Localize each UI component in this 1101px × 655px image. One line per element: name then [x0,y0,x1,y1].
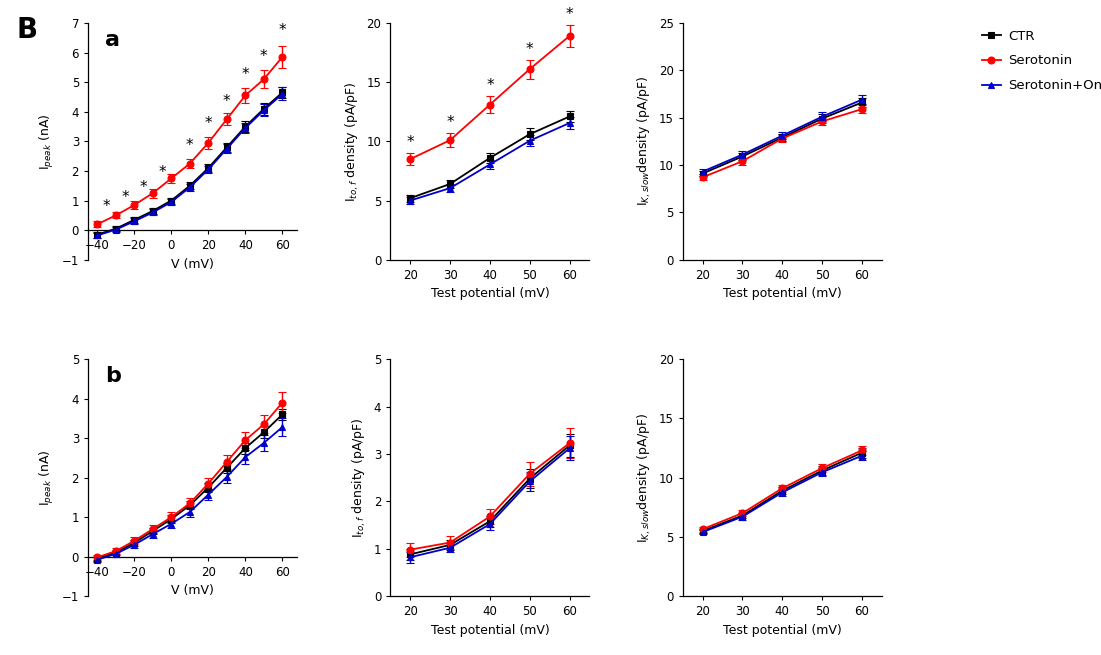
X-axis label: V (mV): V (mV) [171,257,214,271]
Y-axis label: I$_{peak}$ (nA): I$_{peak}$ (nA) [39,113,56,170]
Text: *: * [205,116,212,131]
Text: *: * [241,67,249,82]
Text: *: * [446,115,454,130]
Text: *: * [186,138,194,153]
Y-axis label: I$_{K,slow}$density (pA/pF): I$_{K,slow}$density (pA/pF) [636,413,653,543]
Text: *: * [121,190,129,205]
Text: B: B [17,16,37,45]
Text: *: * [159,165,166,180]
Text: *: * [279,23,286,38]
Text: b: b [105,366,121,386]
Y-axis label: I$_{K,slow}$density (pA/pF): I$_{K,slow}$density (pA/pF) [636,76,653,206]
Y-axis label: I$_{peak}$ (nA): I$_{peak}$ (nA) [39,449,56,506]
Y-axis label: I$_{to,f}$ density (pA/pF): I$_{to,f}$ density (pA/pF) [344,81,361,202]
Text: *: * [140,179,148,195]
X-axis label: V (mV): V (mV) [171,584,214,597]
Text: a: a [105,30,120,50]
X-axis label: Test potential (mV): Test potential (mV) [723,288,841,301]
Legend: CTR, Serotonin, Serotonin+Ondansetron: CTR, Serotonin, Serotonin+Ondansetron [982,29,1101,92]
Text: *: * [406,135,414,149]
Text: *: * [526,42,534,57]
X-axis label: Test potential (mV): Test potential (mV) [430,288,549,301]
Text: *: * [566,7,574,22]
Y-axis label: I$_{to,f}$ density (pA/pF): I$_{to,f}$ density (pA/pF) [351,417,368,538]
Text: *: * [487,79,493,94]
Text: *: * [102,199,110,214]
Text: *: * [260,49,268,64]
Text: *: * [224,94,231,109]
X-axis label: Test potential (mV): Test potential (mV) [723,624,841,637]
X-axis label: Test potential (mV): Test potential (mV) [430,624,549,637]
